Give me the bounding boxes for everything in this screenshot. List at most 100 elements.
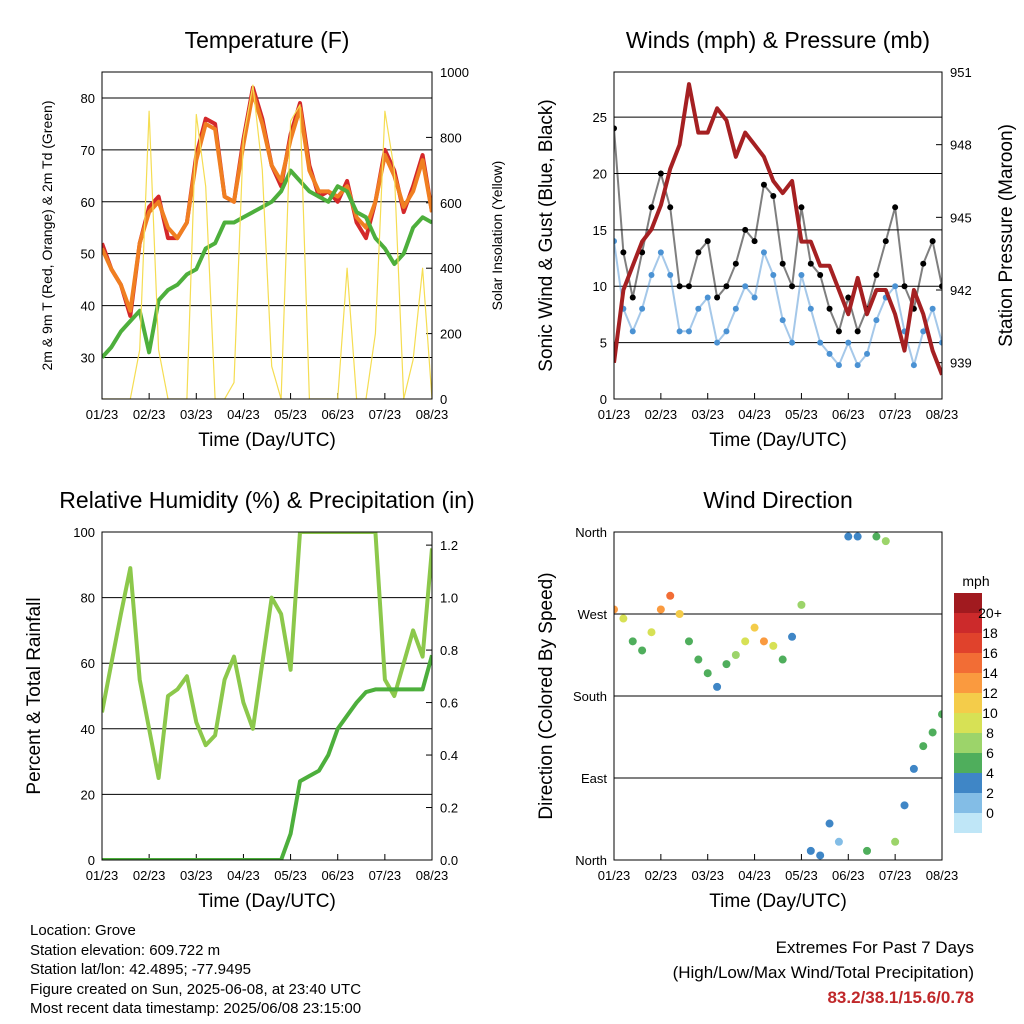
y-right-tick-label: 0 [440, 392, 447, 407]
legend-label: 12 [982, 685, 998, 701]
legend-swatch [954, 773, 982, 793]
x-tick-label: 04/23 [738, 407, 771, 422]
x-tick-label: 07/23 [369, 868, 402, 883]
series-line [102, 532, 432, 780]
plot-area [614, 532, 942, 860]
direction-point [750, 623, 759, 632]
y-right-tick-label: 400 [440, 261, 462, 276]
x-tick-label: 06/23 [832, 407, 865, 422]
station-info: Location: Grove Station elevation: 609.7… [30, 921, 361, 1019]
direction-point [919, 742, 928, 751]
x-axis-label: Time (Day/UTC) [709, 891, 847, 912]
x-tick-label: 06/23 [321, 868, 354, 883]
plot-frame [101, 71, 433, 400]
extremes-values: 83.2/38.1/15.6/0.78 [827, 988, 974, 1007]
y-tick-label: 60 [81, 195, 95, 210]
y-tick-label: 5 [600, 336, 607, 351]
y-tick-label: North [575, 525, 607, 540]
legend-label: 6 [986, 745, 994, 761]
direction-point [731, 651, 740, 659]
y-right-tick-label: 1.0 [440, 591, 458, 606]
direction-point [666, 591, 675, 600]
y-right-tick-label: 0.0 [440, 853, 458, 868]
direction-point [881, 537, 890, 546]
x-tick-label: 02/23 [645, 407, 678, 422]
x-axis-label: Time (Day/UTC) [709, 430, 847, 451]
y-tick-label: 15 [593, 223, 607, 238]
x-tick-label: 02/23 [645, 868, 678, 883]
direction-point [713, 682, 722, 691]
y-tick-label: 10 [593, 279, 607, 294]
y-axis-label: Direction (Colored By Speed) [536, 572, 557, 819]
direction-point [816, 851, 825, 860]
direction-point [703, 669, 712, 678]
x-tick-label: 05/23 [785, 868, 818, 883]
series-line [614, 82, 942, 376]
legend-swatch [954, 693, 982, 713]
y-tick-label: South [573, 689, 607, 704]
y-tick-label: 80 [81, 91, 95, 106]
x-tick-label: 01/23 [598, 407, 631, 422]
direction-point [853, 532, 862, 541]
y-right-tick-label: 942 [950, 283, 972, 298]
x-tick-label: 02/23 [133, 868, 166, 883]
station-elevation: Station elevation: 609.722 m [30, 941, 221, 959]
direction-point [675, 610, 684, 618]
y-tick-label: North [575, 853, 607, 868]
x-tick-label: 06/23 [321, 407, 354, 422]
y-right-tick-label: 948 [950, 138, 972, 153]
direction-point [656, 605, 665, 614]
legend-swatch [954, 753, 982, 773]
x-axis-label: Time (Day/UTC) [198, 891, 336, 912]
y-tick-label: 60 [81, 656, 95, 671]
data-timestamp: Most recent data timestamp: 2025/06/08 2… [30, 1000, 362, 1017]
x-tick-label: 06/23 [832, 868, 865, 883]
x-tick-label: 08/23 [926, 868, 959, 883]
legend-label: 20+ [978, 605, 1002, 621]
direction-point [647, 628, 656, 637]
y-right-tick-label: 951 [950, 65, 972, 80]
direction-point [891, 837, 900, 846]
direction-point [741, 637, 750, 646]
direction-point [938, 710, 942, 719]
legend-label: 0 [986, 805, 994, 821]
y-axis-label: 2m & 9m T (Red, Orange) & 2m Td (Green) [39, 101, 55, 371]
x-tick-label: 08/23 [416, 407, 449, 422]
direction-point [844, 532, 853, 541]
panel-winds: Winds (mph) & Pressure (mb) 0 5 10 15 20 25 939… [536, 27, 1017, 451]
y-right-tick-label: 1000 [440, 65, 469, 80]
legend-swatch [954, 793, 982, 813]
legend-swatch [954, 653, 982, 673]
y-right-tick-label: 0.6 [440, 696, 458, 711]
extremes-box: Extremes For Past 7 Days (High/Low/Max W… [673, 935, 974, 1010]
direction-point [614, 605, 618, 614]
direction-point [778, 655, 787, 664]
legend-swatch [954, 713, 982, 733]
direction-point [825, 819, 834, 828]
series-line [102, 654, 432, 860]
x-tick-label: 02/23 [133, 407, 166, 422]
legend-label: 2 [986, 785, 994, 801]
series-line [102, 90, 432, 313]
x-tick-label: 05/23 [785, 407, 818, 422]
legend-swatch [954, 593, 982, 613]
x-tick-label: 04/23 [227, 868, 260, 883]
y-right-tick-label: 945 [950, 210, 972, 225]
y-tick-label: 20 [81, 787, 95, 802]
panel-temperature: Temperature (F)3040506070800200400600800… [39, 27, 505, 451]
y-tick-label: 30 [81, 350, 95, 365]
direction-point [759, 637, 768, 646]
y-tick-label: 40 [81, 722, 95, 737]
x-tick-label: 03/23 [180, 407, 213, 422]
legend-swatch [954, 633, 982, 653]
x-tick-label: 03/23 [691, 407, 724, 422]
y-right-tick-label: 939 [950, 356, 972, 371]
direction-point [806, 846, 815, 855]
y-tick-label: 80 [81, 591, 95, 606]
y-right-tick-label: 0.4 [440, 748, 458, 763]
y-tick-label: 50 [81, 247, 95, 262]
y-right-tick-label: 600 [440, 196, 462, 211]
y-right-tick-label: 800 [440, 130, 462, 145]
y-axis-label: Percent & Total Rainfall [24, 597, 45, 794]
y-tick-label: 0 [88, 853, 95, 868]
